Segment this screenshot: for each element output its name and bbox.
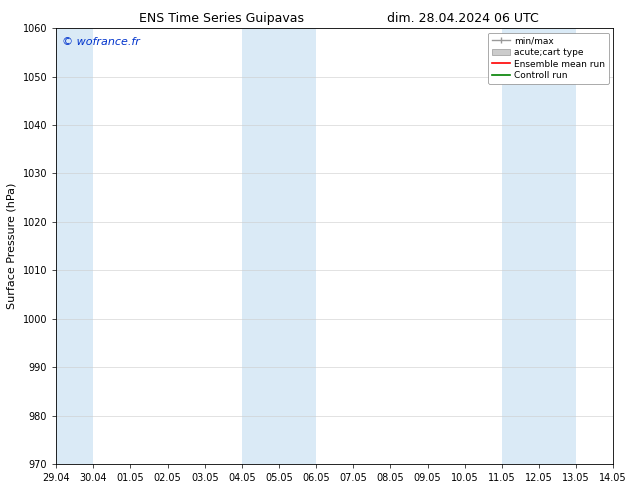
- Bar: [242, 28, 316, 464]
- Text: dim. 28.04.2024 06 UTC: dim. 28.04.2024 06 UTC: [387, 12, 539, 25]
- Y-axis label: Surface Pressure (hPa): Surface Pressure (hPa): [7, 183, 17, 309]
- Bar: [56, 28, 93, 464]
- Text: ENS Time Series Guipavas: ENS Time Series Guipavas: [139, 12, 304, 25]
- Bar: [502, 28, 576, 464]
- Text: © wofrance.fr: © wofrance.fr: [61, 37, 139, 47]
- Legend: min/max, acute;cart type, Ensemble mean run, Controll run: min/max, acute;cart type, Ensemble mean …: [488, 33, 609, 84]
